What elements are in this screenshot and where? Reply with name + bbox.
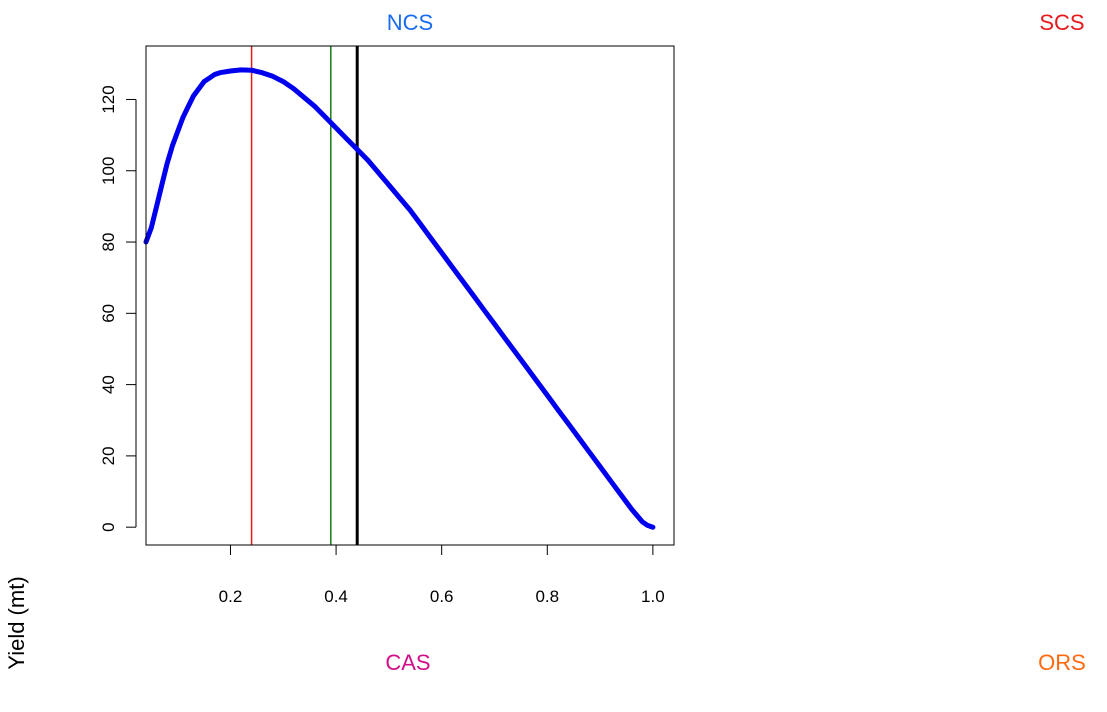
y-tick-label: 120 <box>99 85 118 113</box>
series-line-1 <box>143 67 656 530</box>
series-layer <box>143 67 656 530</box>
x-tick-label: 1.0 <box>641 587 665 606</box>
y-tick-label: 40 <box>99 375 118 394</box>
region-label-ncs: NCS <box>387 10 433 35</box>
y-tick-label: 80 <box>99 233 118 252</box>
x-tick-label: 0.8 <box>535 587 559 606</box>
region-label-cas: CAS <box>385 650 430 675</box>
region-label-ors: ORS <box>1038 650 1086 675</box>
y-tick-label: 0 <box>99 522 118 531</box>
y-tick-label: 20 <box>99 446 118 465</box>
vertical-lines-layer <box>250 46 359 545</box>
x-tick-label: 0.6 <box>430 587 454 606</box>
plot-frame <box>145 45 675 546</box>
x-tick-label: 0.4 <box>324 587 348 606</box>
x-axis: 0.2 0.4 0.6 0.8 1.0 <box>219 544 665 606</box>
y-tick-label: 60 <box>99 304 118 323</box>
x-tick-label: 0.2 <box>219 587 243 606</box>
y-tick-label: 100 <box>99 157 118 185</box>
y-axis: 0 20 40 60 80 100 120 <box>99 85 137 532</box>
y-axis-label: Yield (mt) <box>4 576 29 669</box>
region-label-scs: SCS <box>1039 10 1084 35</box>
